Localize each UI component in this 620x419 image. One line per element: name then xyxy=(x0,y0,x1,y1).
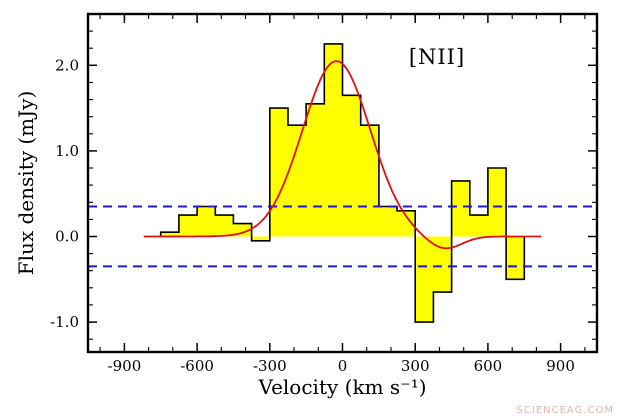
x-tick-label: -900 xyxy=(108,357,142,375)
watermark-text: SCIENCEAG.COM xyxy=(516,405,614,416)
x-tick-label: 300 xyxy=(401,357,430,375)
line-id-annotation: [NII] xyxy=(408,45,466,69)
y-tick-label: 0.0 xyxy=(55,228,79,246)
y-tick-label: 2.0 xyxy=(55,56,79,74)
y-tick-label: 1.0 xyxy=(55,142,79,160)
x-tick-label: 0 xyxy=(338,357,348,375)
histogram-outline xyxy=(159,43,526,323)
y-tick-label: -1.0 xyxy=(50,313,79,331)
gaussian-fit-curve xyxy=(143,60,542,250)
x-axis-title: Velocity (km s⁻¹) xyxy=(258,375,427,399)
x-tick-label: 900 xyxy=(546,357,575,375)
x-tick-label: 600 xyxy=(474,357,503,375)
y-axis-title: Flux density (mJy) xyxy=(14,90,38,276)
x-tick-label: -600 xyxy=(180,357,214,375)
histogram-fill xyxy=(160,43,525,323)
x-tick-label: -300 xyxy=(253,357,287,375)
